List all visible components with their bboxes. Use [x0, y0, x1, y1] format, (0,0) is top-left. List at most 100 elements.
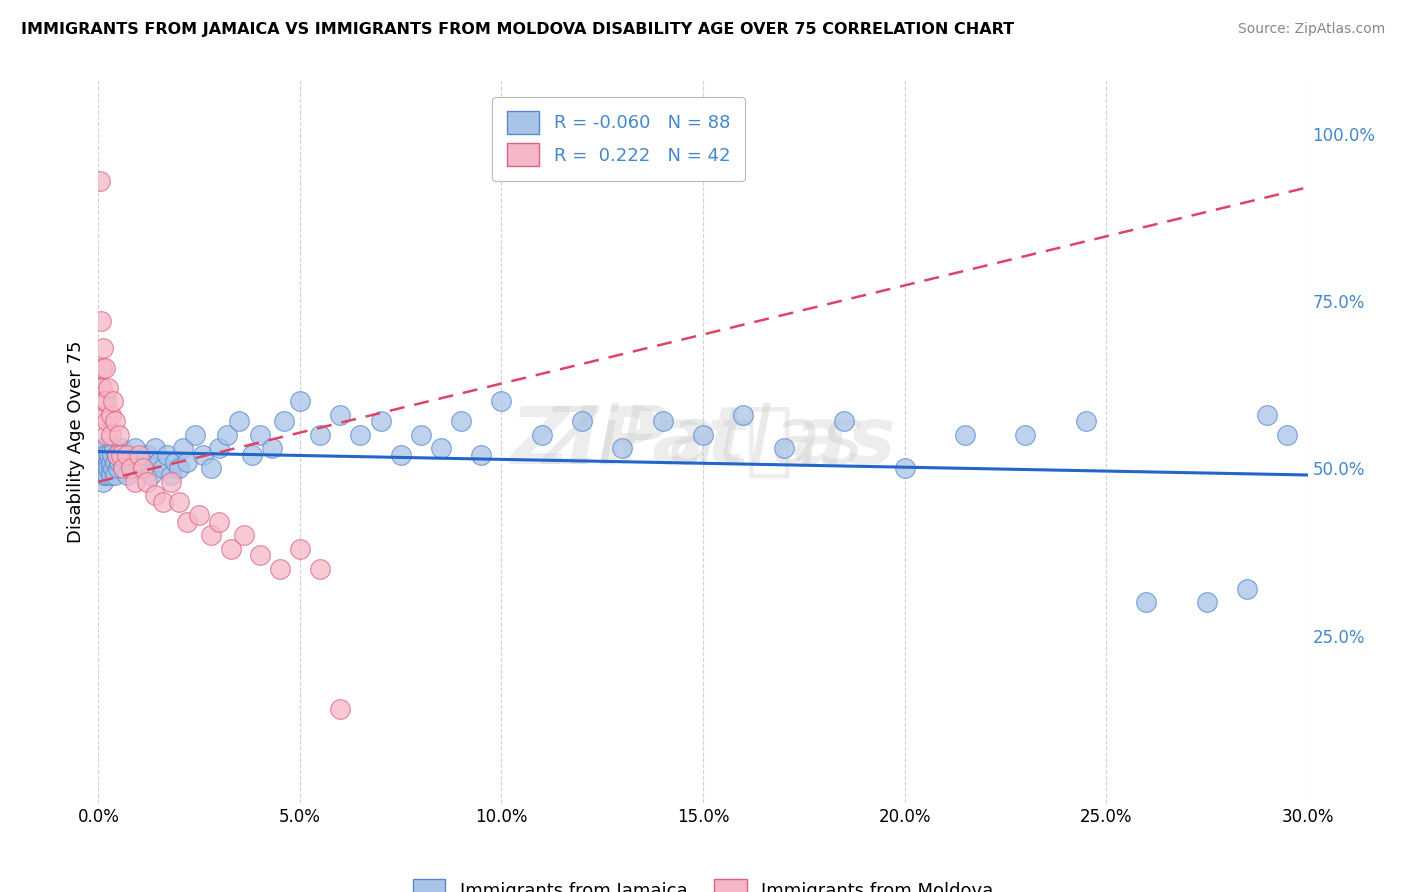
- Point: [208, 515, 231, 529]
- Point: [101, 448, 124, 462]
- Point: [100, 461, 122, 475]
- Point: [93, 408, 115, 422]
- Point: [143, 488, 166, 502]
- Point: [772, 442, 794, 455]
- Point: [101, 461, 124, 475]
- Point: [176, 515, 198, 529]
- Point: [893, 461, 915, 475]
- Point: [188, 508, 211, 523]
- Point: [96, 467, 118, 482]
- Point: [94, 442, 117, 455]
- Point: [105, 448, 128, 462]
- Point: [221, 541, 243, 556]
- Point: [228, 414, 250, 429]
- Point: [98, 448, 121, 462]
- Point: [152, 461, 174, 475]
- Point: [90, 314, 112, 328]
- Point: [288, 394, 311, 409]
- Point: [430, 442, 453, 455]
- Y-axis label: Disability Age Over 75: Disability Age Over 75: [66, 340, 84, 543]
- Point: [612, 442, 634, 455]
- Point: [105, 448, 128, 462]
- Legend: Immigrants from Jamaica, Immigrants from Moldova: Immigrants from Jamaica, Immigrants from…: [404, 870, 1002, 892]
- Point: [103, 455, 125, 469]
- Point: [91, 475, 114, 489]
- Point: [491, 394, 513, 409]
- Point: [89, 448, 111, 462]
- Point: [450, 414, 472, 429]
- Point: [176, 455, 198, 469]
- Text: Source: ZipAtlas.com: Source: ZipAtlas.com: [1237, 22, 1385, 37]
- Point: [1256, 408, 1278, 422]
- Text: IMMIGRANTS FROM JAMAICA VS IMMIGRANTS FROM MOLDOVA DISABILITY AGE OVER 75 CORREL: IMMIGRANTS FROM JAMAICA VS IMMIGRANTS FR…: [21, 22, 1014, 37]
- Text: ZiPatlas: ZiPatlas: [543, 402, 863, 481]
- Point: [152, 494, 174, 508]
- Point: [167, 494, 190, 508]
- Point: [96, 414, 118, 429]
- Point: [217, 427, 239, 442]
- Point: [100, 467, 122, 482]
- Point: [89, 173, 111, 188]
- Point: [692, 427, 714, 442]
- Point: [97, 461, 120, 475]
- Point: [120, 461, 142, 475]
- Point: [651, 414, 673, 429]
- Point: [128, 455, 150, 469]
- Point: [208, 442, 231, 455]
- Point: [249, 548, 271, 563]
- Point: [93, 448, 115, 462]
- Point: [135, 448, 157, 462]
- Point: [260, 442, 283, 455]
- Point: [370, 414, 392, 429]
- Point: [107, 427, 129, 442]
- Point: [733, 408, 755, 422]
- Point: [1236, 582, 1258, 596]
- Point: [115, 467, 138, 482]
- Text: ZIPatلas: ZIPatلas: [510, 402, 896, 481]
- Point: [93, 461, 115, 475]
- Point: [167, 461, 190, 475]
- Point: [100, 455, 122, 469]
- Point: [156, 448, 179, 462]
- Point: [101, 394, 124, 409]
- Point: [132, 461, 155, 475]
- Point: [91, 461, 114, 475]
- Point: [470, 448, 492, 462]
- Point: [530, 427, 553, 442]
- Point: [200, 461, 222, 475]
- Point: [329, 408, 352, 422]
- Point: [103, 442, 125, 455]
- Point: [193, 448, 215, 462]
- Point: [110, 442, 132, 455]
- Point: [1074, 414, 1097, 429]
- Point: [1014, 427, 1036, 442]
- Point: [184, 427, 207, 442]
- Point: [111, 461, 134, 475]
- Point: [103, 414, 125, 429]
- Point: [309, 427, 332, 442]
- Point: [110, 448, 132, 462]
- Point: [163, 455, 186, 469]
- Point: [96, 427, 118, 442]
- Point: [273, 414, 295, 429]
- Point: [91, 361, 114, 376]
- Point: [111, 461, 134, 475]
- Point: [89, 381, 111, 395]
- Point: [349, 427, 371, 442]
- Point: [94, 361, 117, 376]
- Point: [96, 394, 118, 409]
- Point: [124, 475, 146, 489]
- Point: [100, 427, 122, 442]
- Point: [1277, 427, 1299, 442]
- Point: [160, 475, 183, 489]
- Point: [288, 541, 311, 556]
- Point: [104, 467, 127, 482]
- Point: [160, 467, 183, 482]
- Point: [97, 455, 120, 469]
- Point: [90, 467, 112, 482]
- Point: [93, 394, 115, 409]
- Point: [309, 562, 332, 576]
- Point: [91, 442, 114, 455]
- Point: [118, 455, 141, 469]
- Point: [1135, 595, 1157, 609]
